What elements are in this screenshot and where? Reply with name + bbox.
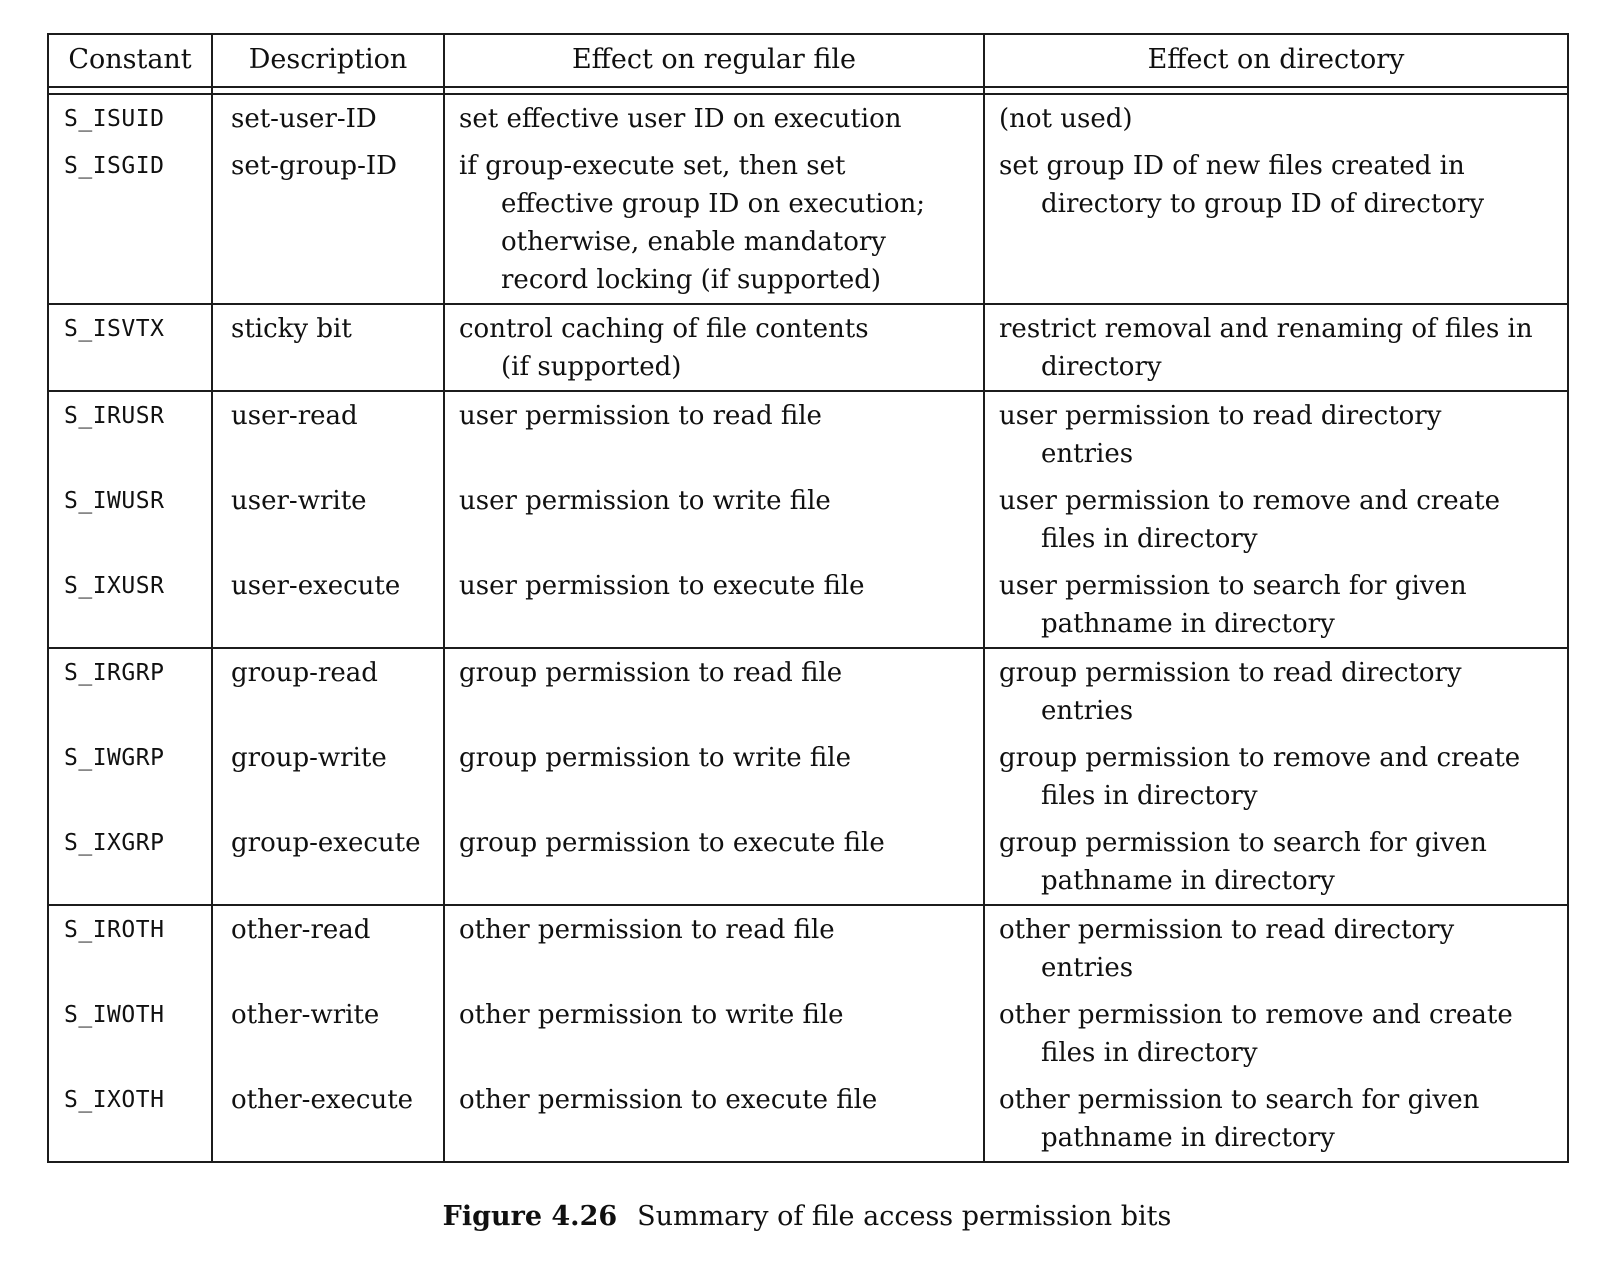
cell-description: group-write xyxy=(211,734,444,819)
cell-effect-regular-file: other permission to read file xyxy=(443,905,984,991)
cell-constant: S_ISVTX xyxy=(64,316,165,342)
cell-effect-directory: user permission to remove and create fil… xyxy=(983,477,1568,562)
cell-effect-regular-file: other permission to write file xyxy=(443,991,984,1076)
cell-description: user-execute xyxy=(211,562,444,648)
cell-effect-regular-file: group permission to write file xyxy=(443,734,984,819)
cell-effect-regular-file: user permission to execute file xyxy=(443,562,984,648)
header-row: Constant Description Effect on regular f… xyxy=(48,34,1568,88)
cell-effect-directory: other permission to read directory entri… xyxy=(983,905,1568,991)
cell-effect-directory: group permission to read directory entri… xyxy=(983,648,1568,734)
cell-constant: S_IWUSR xyxy=(64,488,165,514)
figure-caption-text: Summary of file access permission bits xyxy=(637,1201,1172,1232)
cell-constant: S_ISUID xyxy=(64,106,165,132)
table-row: S_ISGID set-group-ID if group-execute se… xyxy=(48,142,1568,304)
cell-effect-directory: restrict removal and renaming of files i… xyxy=(983,304,1568,391)
cell-constant: S_IXGRP xyxy=(64,830,165,856)
cell-effect-regular-file: set effective user ID on execution xyxy=(443,94,984,142)
cell-constant: S_IROTH xyxy=(64,917,165,943)
cell-effect-directory: (not used) xyxy=(983,94,1568,142)
cell-effect-regular-file: user permission to read file xyxy=(443,391,984,477)
row-group-group: S_IRGRP group-read group permission to r… xyxy=(48,648,1568,905)
cell-effect-regular-file: if group-execute set, then set effective… xyxy=(443,142,984,304)
cell-description: user-read xyxy=(211,391,444,477)
cell-description: other-write xyxy=(211,991,444,1076)
column-header-description: Description xyxy=(211,34,444,88)
permission-bits-table: Constant Description Effect on regular f… xyxy=(47,33,1569,1163)
table-row: S_IWUSR user-write user permission to wr… xyxy=(48,477,1568,562)
cell-description: other-execute xyxy=(211,1076,444,1162)
cell-description: set-group-ID xyxy=(211,142,444,304)
cell-effect-regular-file: group permission to execute file xyxy=(443,819,984,905)
cell-description: other-read xyxy=(211,905,444,991)
cell-constant: S_IXUSR xyxy=(64,573,165,599)
table-header: Constant Description Effect on regular f… xyxy=(48,34,1568,88)
table-row: S_IWGRP group-write group permission to … xyxy=(48,734,1568,819)
cell-constant: S_ISGID xyxy=(64,153,165,179)
table-row: S_IXOTH other-execute other permission t… xyxy=(48,1076,1568,1162)
row-group-other: S_IROTH other-read other permission to r… xyxy=(48,905,1568,1162)
cell-constant: S_IWOTH xyxy=(64,1002,165,1028)
cell-description: set-user-ID xyxy=(211,94,444,142)
cell-description: group-execute xyxy=(211,819,444,905)
table-row: S_ISUID set-user-ID set effective user I… xyxy=(48,94,1568,142)
row-group-setid: S_ISUID set-user-ID set effective user I… xyxy=(48,94,1568,304)
cell-effect-directory: other permission to remove and create fi… xyxy=(983,991,1568,1076)
cell-description: sticky bit xyxy=(211,304,444,391)
table-row: S_IROTH other-read other permission to r… xyxy=(48,905,1568,991)
header-double-rule xyxy=(48,87,1568,95)
cell-effect-directory: other permission to search for given pat… xyxy=(983,1076,1568,1162)
cell-effect-regular-file: control caching of file contents (if sup… xyxy=(443,304,984,391)
cell-constant: S_IXOTH xyxy=(64,1087,165,1113)
cell-description: group-read xyxy=(211,648,444,734)
table-row: S_IWOTH other-write other permission to … xyxy=(48,991,1568,1076)
cell-effect-regular-file: user permission to write file xyxy=(443,477,984,562)
row-group-sticky: S_ISVTX sticky bit control caching of fi… xyxy=(48,304,1568,391)
table-row: S_IRGRP group-read group permission to r… xyxy=(48,648,1568,734)
cell-effect-directory: group permission to search for given pat… xyxy=(983,819,1568,905)
table-row: S_IRUSR user-read user permission to rea… xyxy=(48,391,1568,477)
column-header-constant: Constant xyxy=(48,34,212,88)
cell-constant: S_IRGRP xyxy=(64,660,165,686)
figure-caption-label: Figure 4.26 xyxy=(442,1201,618,1232)
cell-constant: S_IRUSR xyxy=(64,403,165,429)
cell-effect-regular-file: other permission to execute file xyxy=(443,1076,984,1162)
cell-effect-regular-file: group permission to read file xyxy=(443,648,984,734)
cell-constant: S_IWGRP xyxy=(64,745,165,771)
cell-effect-directory: group permission to remove and create fi… xyxy=(983,734,1568,819)
table-row: S_ISVTX sticky bit control caching of fi… xyxy=(48,304,1568,391)
cell-effect-directory: set group ID of new files created in dir… xyxy=(983,142,1568,304)
row-group-user: S_IRUSR user-read user permission to rea… xyxy=(48,391,1568,648)
column-header-effect-directory: Effect on directory xyxy=(983,34,1568,88)
column-header-effect-regular-file: Effect on regular file xyxy=(443,34,984,88)
figure-caption: Figure 4.26 Summary of file access permis… xyxy=(47,1200,1567,1234)
cell-effect-directory: user permission to search for given path… xyxy=(983,562,1568,648)
table-row: S_IXUSR user-execute user permission to … xyxy=(48,562,1568,648)
cell-effect-directory: user permission to read directory entrie… xyxy=(983,391,1568,477)
table-row: S_IXGRP group-execute group permission t… xyxy=(48,819,1568,905)
cell-description: user-write xyxy=(211,477,444,562)
